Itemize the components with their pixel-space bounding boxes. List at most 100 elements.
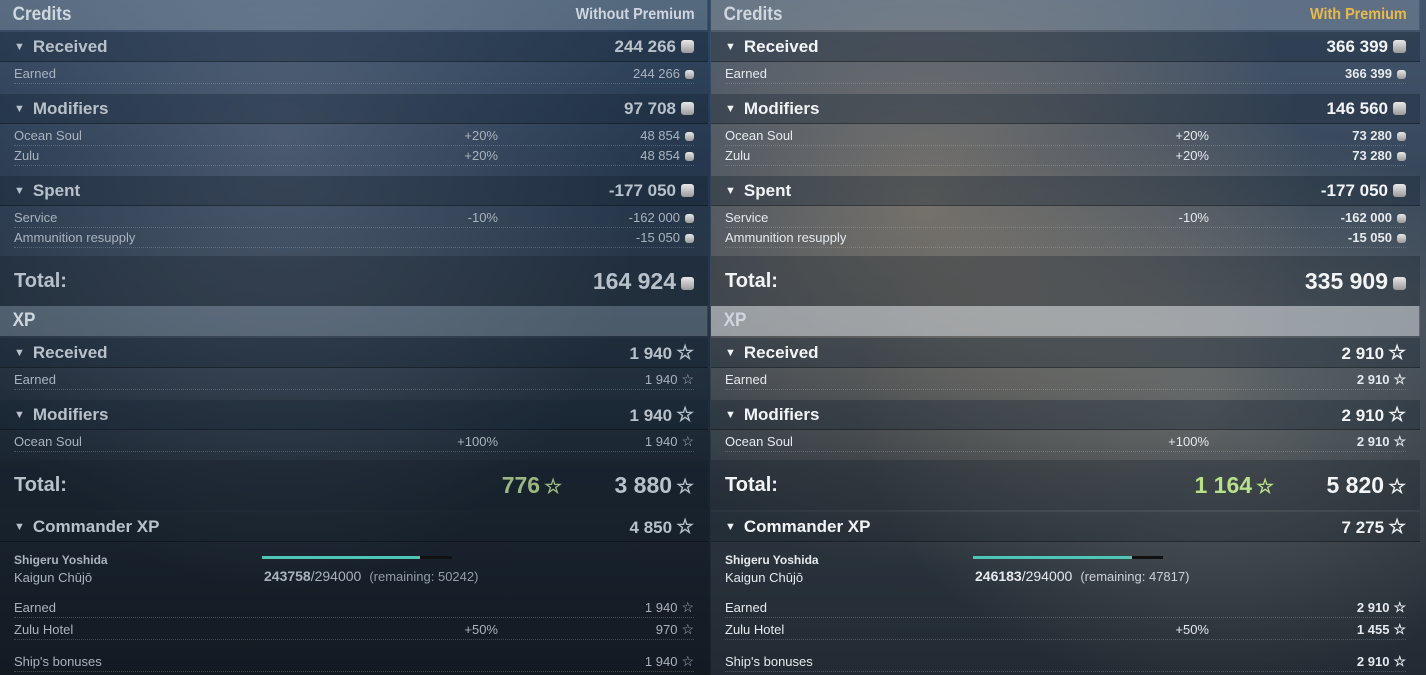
group-value: -177 050 bbox=[1321, 181, 1406, 201]
triangle-down-icon[interactable]: ▼ bbox=[725, 346, 736, 359]
list-item: Service -10% -162 000 bbox=[14, 208, 694, 228]
star-icon: ☆ bbox=[1393, 621, 1406, 637]
group-modifiers[interactable]: ▼ Modifiers 1 940 ☆ bbox=[0, 400, 708, 430]
list-item: Ocean Soul +100% 1 940 ☆ bbox=[14, 432, 694, 452]
commander-name: Shigeru Yoshida bbox=[725, 553, 819, 567]
triangle-down-icon[interactable]: ▼ bbox=[14, 520, 25, 533]
group-label: Received bbox=[743, 342, 819, 362]
commander-xp-progress-bar bbox=[262, 556, 452, 559]
triangle-down-icon[interactable]: ▼ bbox=[14, 40, 25, 53]
commander-rank: Kaigun Chūjō bbox=[725, 570, 804, 585]
triangle-down-icon[interactable]: ▼ bbox=[14, 102, 25, 115]
group-spent[interactable]: ▼ Spent -177 050 bbox=[711, 176, 1420, 206]
group-label: Modifiers bbox=[32, 98, 109, 118]
item-label: Ammunition resupply bbox=[725, 230, 847, 245]
commander-xp-progress-text: 246183/294000 (remaining: 47817) bbox=[975, 568, 1189, 584]
value-text: -177 050 bbox=[1320, 180, 1388, 200]
star-icon: ☆ bbox=[681, 433, 694, 449]
group-label: Spent bbox=[743, 180, 792, 200]
total-value: 164 924 bbox=[593, 268, 694, 295]
value-text: -162 000 bbox=[1340, 210, 1392, 225]
triangle-down-icon[interactable]: ▼ bbox=[725, 102, 736, 115]
triangle-down-icon[interactable]: ▼ bbox=[14, 184, 25, 197]
value-text: 7 275 bbox=[1341, 518, 1385, 537]
list-item: Ocean Soul +20% 48 854 bbox=[14, 126, 694, 146]
commander-name: Shigeru Yoshida bbox=[14, 553, 108, 567]
group-modifiers[interactable]: ▼ Modifiers 97 708 bbox=[0, 94, 708, 124]
list-item: Ocean Soul +20% 73 280 bbox=[725, 126, 1406, 146]
value-text: 2 910 bbox=[1356, 434, 1390, 449]
item-value: 1 940 ☆ bbox=[645, 433, 694, 450]
star-icon: ☆ bbox=[681, 371, 694, 387]
group-received[interactable]: ▼ Received 244 266 bbox=[0, 32, 708, 62]
triangle-down-icon[interactable]: ▼ bbox=[725, 184, 736, 197]
star-icon: ☆ bbox=[1388, 475, 1406, 498]
value-text: -15 050 bbox=[635, 230, 680, 245]
group-commander[interactable]: ▼ Commander XP 7 275 ☆ bbox=[711, 512, 1420, 542]
group-commander[interactable]: ▼ Commander XP 4 850 ☆ bbox=[0, 512, 708, 542]
group-modifiers[interactable]: ▼ Modifiers 146 560 bbox=[711, 94, 1420, 124]
item-label: Zulu Hotel bbox=[14, 622, 74, 637]
coin-stack-icon bbox=[685, 132, 694, 141]
commander-xp-progress-text: 243758/294000 (remaining: 50242) bbox=[264, 568, 478, 584]
section-header: Credits With Premium bbox=[711, 0, 1420, 30]
value-text: 970 bbox=[655, 622, 678, 637]
group-modifiers[interactable]: ▼ Modifiers 2 910 ☆ bbox=[711, 400, 1420, 430]
value-text: 1 940 bbox=[644, 654, 678, 669]
item-value: 2 910 ☆ bbox=[1357, 371, 1406, 388]
value-text: 2 910 bbox=[1341, 406, 1385, 425]
item-label: Earned bbox=[725, 372, 767, 387]
star-icon: ☆ bbox=[1393, 371, 1406, 387]
item-value: 1 455 ☆ bbox=[1357, 621, 1406, 638]
star-icon: ☆ bbox=[1388, 342, 1406, 364]
coin-stack-icon bbox=[681, 276, 694, 290]
item-percent: -10% bbox=[467, 210, 498, 225]
list-item: Ship's bonuses 1 940 ☆ bbox=[14, 652, 694, 672]
value-text: 1 164 bbox=[1194, 471, 1253, 498]
item-label: Earned bbox=[14, 372, 56, 387]
group-value: 97 708 bbox=[624, 99, 694, 119]
group-received[interactable]: ▼ Received 1 940 ☆ bbox=[0, 338, 708, 368]
value-text: 97 708 bbox=[624, 98, 676, 118]
section-title: Credits bbox=[723, 4, 783, 25]
triangle-down-icon[interactable]: ▼ bbox=[725, 408, 736, 421]
xp-total: Total: 1 164 ☆ 5 820 ☆ bbox=[711, 460, 1420, 510]
item-value: 1 940 ☆ bbox=[645, 653, 694, 670]
group-received[interactable]: ▼ Received 366 399 bbox=[711, 32, 1420, 62]
triangle-down-icon[interactable]: ▼ bbox=[725, 520, 736, 533]
value-text: 1 455 bbox=[1356, 622, 1390, 637]
triangle-down-icon[interactable]: ▼ bbox=[14, 408, 25, 421]
triangle-down-icon[interactable]: ▼ bbox=[725, 40, 736, 53]
value-text: 48 854 bbox=[640, 128, 680, 143]
star-icon: ☆ bbox=[1256, 475, 1274, 498]
coin-stack-icon bbox=[1397, 70, 1406, 79]
triangle-down-icon[interactable]: ▼ bbox=[14, 346, 25, 359]
coin-stack-icon bbox=[685, 214, 694, 223]
premium-mode-label: With Premium bbox=[1310, 6, 1407, 23]
item-label: Ship's bonuses bbox=[725, 654, 813, 669]
item-value: -162 000 bbox=[1341, 210, 1406, 225]
value-text: 1 940 bbox=[644, 434, 678, 449]
coin-stack-icon bbox=[1393, 39, 1406, 53]
group-value: 244 266 bbox=[615, 37, 694, 57]
list-item: Ship's bonuses 2 910 ☆ bbox=[725, 652, 1406, 672]
item-label: Ocean Soul bbox=[14, 128, 82, 143]
max-xp: /294000 bbox=[310, 568, 362, 584]
group-value: 146 560 bbox=[1327, 99, 1406, 119]
star-icon: ☆ bbox=[676, 342, 694, 364]
section-header: XP bbox=[0, 306, 708, 336]
value-text: 776 bbox=[501, 471, 541, 498]
group-label: Modifiers bbox=[743, 98, 820, 118]
list-item: Zulu +20% 48 854 bbox=[14, 146, 694, 166]
value-text: -162 000 bbox=[628, 210, 680, 225]
star-icon: ☆ bbox=[676, 404, 694, 426]
item-value: 2 910 ☆ bbox=[1357, 433, 1406, 450]
coin-stack-icon bbox=[681, 39, 694, 53]
section-title: XP bbox=[12, 310, 36, 331]
group-label: Spent bbox=[32, 180, 81, 200]
item-percent: -10% bbox=[1178, 210, 1209, 225]
coin-stack-icon bbox=[1397, 152, 1406, 161]
group-spent[interactable]: ▼ Spent -177 050 bbox=[0, 176, 708, 206]
group-received[interactable]: ▼ Received 2 910 ☆ bbox=[711, 338, 1420, 368]
star-icon: ☆ bbox=[1388, 516, 1406, 538]
